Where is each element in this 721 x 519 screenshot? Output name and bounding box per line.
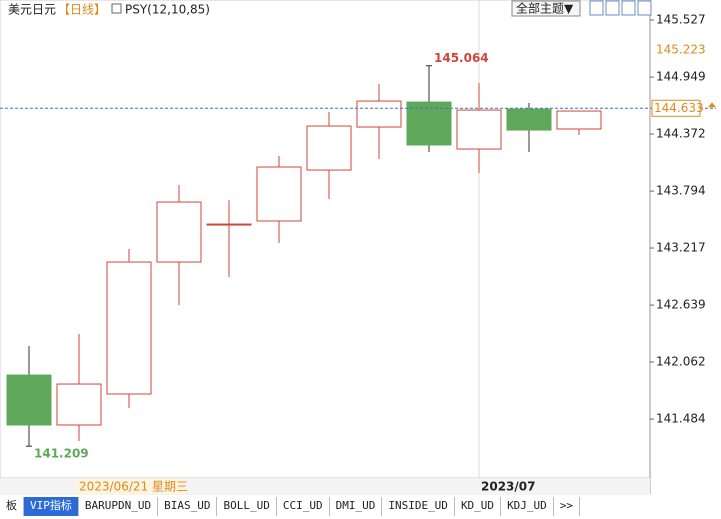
indicator-tab[interactable]: INSIDE_UD xyxy=(382,497,455,516)
candle-body xyxy=(456,109,502,150)
indicator-tab[interactable]: 板 xyxy=(0,497,24,516)
marker-price-label: 145.223 xyxy=(656,43,706,57)
candle-body xyxy=(306,125,352,171)
y-tick-label: 143.217 xyxy=(656,241,706,255)
candle-body xyxy=(406,101,452,146)
tool-icon[interactable] xyxy=(589,0,604,16)
indicator-tab[interactable]: BARUPDN_UD xyxy=(79,497,159,516)
cursor-date: 2023/06/21 星期三 xyxy=(79,480,188,494)
y-tick-label: 144.949 xyxy=(656,70,706,84)
indicator-tab[interactable]: BOLL_UD xyxy=(217,497,277,516)
candle-body xyxy=(56,383,102,426)
theme-button-label: 全部主题▼ xyxy=(516,1,574,16)
candle-body xyxy=(6,374,52,426)
y-tick-label: 141.484 xyxy=(656,412,706,426)
indicator-tabs: 板 VIP指标 BARUPDN_UD BIAS_UD BOLL_UD CCI_UD DMI_… xyxy=(0,497,581,516)
last-price-label: 144.633 xyxy=(654,101,704,115)
tool-icon[interactable] xyxy=(621,0,636,16)
last-price-arrow xyxy=(708,102,716,108)
period: 【日线】 xyxy=(58,3,106,17)
candle-body xyxy=(106,261,152,395)
indicator-tab[interactable]: CCI_UD xyxy=(277,497,330,516)
candle-body xyxy=(556,110,602,130)
y-tick-label: 143.794 xyxy=(656,184,706,198)
indicator-tab[interactable]: KDJ_UD xyxy=(501,497,554,516)
last-price-box xyxy=(651,99,701,117)
y-tick-label: 145.527 xyxy=(656,13,706,27)
y-tick-label: 142.062 xyxy=(656,355,706,369)
max-label: 145.064 xyxy=(434,51,489,65)
plot-area xyxy=(0,0,651,479)
y-tick-label: 144.372 xyxy=(656,127,706,141)
tool-icon[interactable] xyxy=(605,0,620,16)
candle-body xyxy=(356,100,402,128)
indicator-tab[interactable]: KD_UD xyxy=(455,497,502,516)
candle-body xyxy=(506,108,552,131)
indicator-tab[interactable]: VIP指标 xyxy=(24,497,79,516)
indicator-tab[interactable]: BIAS_UD xyxy=(158,497,218,516)
cursor-date-box xyxy=(75,479,185,494)
indicator-icon[interactable] xyxy=(111,3,122,14)
month-label: 2023/07 xyxy=(481,480,535,494)
candle-body xyxy=(206,223,252,226)
y-tick-label: 142.639 xyxy=(656,298,706,312)
candle-body xyxy=(256,166,302,222)
indicator-tab[interactable]: >> xyxy=(554,497,581,516)
indicator-tab[interactable]: DMI_UD xyxy=(330,497,383,516)
tool-icon[interactable] xyxy=(637,0,652,16)
theme-button[interactable] xyxy=(511,0,581,17)
min-label: 141.209 xyxy=(34,447,89,461)
candle-body xyxy=(156,201,202,263)
chart: 2023/06/21 星期三 2023/07 美元日元 【日线】 PSY(12,… xyxy=(0,0,716,495)
indicator: PSY(12,10,85) xyxy=(125,3,210,17)
symbol: 美元日元 xyxy=(8,3,56,17)
